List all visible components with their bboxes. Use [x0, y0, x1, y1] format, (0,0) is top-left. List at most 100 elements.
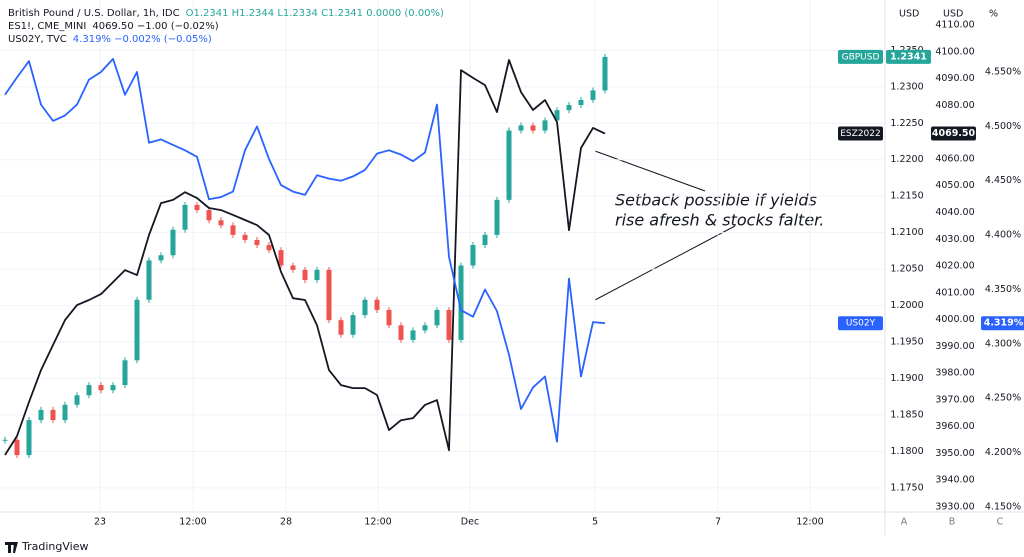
candle-body	[74, 395, 80, 405]
y-tick-label: 4.500%	[985, 121, 1021, 132]
candle-body	[158, 255, 164, 261]
candle-body	[446, 309, 452, 340]
candle-body	[314, 269, 320, 281]
annotation: Setback possible if yields	[615, 191, 817, 210]
watermark: TradingView	[21, 540, 88, 553]
y-tick-label: 3970.00	[935, 394, 974, 405]
candle-body	[2, 439, 8, 441]
candle-body	[338, 320, 344, 335]
y-tick-label: 4.200%	[985, 447, 1021, 458]
candle-body	[110, 385, 116, 391]
candle-body	[170, 229, 176, 256]
y-tick-label: 1.1800	[890, 446, 923, 457]
y-tick-label: 3940.00	[935, 475, 974, 486]
axis-button: C	[997, 517, 1004, 528]
axis-button: B	[949, 517, 956, 528]
axis-unit: USD	[943, 9, 963, 20]
y-tick-label: 4090.00	[935, 73, 974, 84]
legend-name: US02Y, TVC	[8, 34, 67, 45]
candle-body	[590, 90, 596, 100]
y-tick-label: 4.450%	[985, 175, 1021, 186]
candle-body	[290, 265, 296, 270]
logo	[5, 542, 18, 553]
y-tick-label: 1.1900	[890, 373, 923, 384]
y-tick-label: 4000.00	[935, 314, 974, 325]
legend-entry: US02Y, TVC 4.319% −0.002% (−0.05%)	[8, 34, 212, 45]
x-tick-label: 12:00	[179, 517, 206, 528]
price-badge	[886, 49, 931, 64]
y-tick-label: 3980.00	[935, 368, 974, 379]
candle-body	[98, 385, 104, 391]
candle-body	[518, 125, 524, 131]
y-tick-label: 1.2150	[890, 191, 923, 202]
price-badge	[931, 126, 976, 141]
candle-body	[26, 420, 32, 456]
legend-entry: ES1!, CME_MINI 4069.50 −1.00 (−0.02%)	[8, 21, 219, 32]
axis-unit: %	[989, 9, 998, 20]
candle-body	[122, 360, 128, 386]
x-tick-label: 12:00	[796, 517, 823, 528]
axis-unit: USD	[899, 9, 919, 20]
candle-body	[434, 309, 440, 326]
price-badge-label: 4069.50	[932, 128, 976, 139]
y-tick-label: 4040.00	[935, 207, 974, 218]
legend-name: British Pound / U.S. Dollar, 1h, IDC	[8, 8, 180, 19]
legend-quote: 4.319% −0.002% (−0.05%)	[73, 34, 212, 45]
candle-body	[326, 269, 332, 321]
candle-body	[278, 250, 284, 266]
candle-body	[218, 220, 224, 226]
candle-body	[386, 309, 392, 326]
x-tick-label: Dec	[461, 517, 479, 528]
data-layer	[2, 53, 608, 459]
candle-body	[206, 210, 212, 221]
candle-body	[182, 204, 188, 230]
candle-body	[470, 245, 476, 266]
candle-body	[254, 239, 260, 246]
candle-body	[134, 299, 140, 361]
candle-body	[482, 234, 488, 246]
annotation-arrow	[594, 225, 736, 301]
candle-body	[302, 269, 308, 281]
name-badge	[838, 316, 883, 331]
x-tick-label: 7	[715, 517, 721, 528]
y-tick-label: 3950.00	[935, 448, 974, 459]
name-badge	[838, 49, 883, 64]
y-tick-label: 4.350%	[985, 284, 1021, 295]
y-tick-label: 4010.00	[935, 287, 974, 298]
candle-body	[266, 245, 272, 251]
candle-body	[62, 404, 68, 421]
annotation: rise afresh & stocks falter.	[615, 211, 824, 230]
x-tick-label: 28	[280, 517, 292, 528]
candle-body	[230, 225, 236, 235]
name-badge	[838, 126, 883, 141]
candle-body	[554, 110, 560, 121]
x-tick-label: 12:00	[364, 517, 391, 528]
y-tick-label: 1.2200	[890, 154, 923, 165]
price-badge-label: 1.2341	[890, 51, 927, 62]
y-tick-label: 4.150%	[985, 501, 1021, 512]
y-tick-label: 3930.00	[935, 501, 974, 512]
candle-body	[194, 204, 200, 211]
y-tick-label: 4.550%	[985, 66, 1021, 77]
y-tick-label: 3960.00	[935, 421, 974, 432]
name-badge-label: ESZ2022	[840, 129, 880, 139]
series-line	[4, 58, 606, 443]
candle-body	[458, 265, 464, 340]
price-badge-label: 4.319%	[984, 318, 1024, 329]
legend-quote: O1.2341 H1.2344 L1.2334 C1.2341 0.0000 (…	[186, 8, 444, 19]
y-tick-label: 1.1950	[890, 337, 923, 348]
candle-body	[38, 409, 44, 421]
candle-body	[422, 325, 428, 331]
candle-body	[398, 325, 404, 340]
y-tick-label: 4060.00	[935, 153, 974, 164]
y-tick-label: 4030.00	[935, 234, 974, 245]
series-line	[4, 59, 606, 456]
y-tick-label: 1.2050	[890, 264, 923, 275]
candle-body	[14, 439, 20, 456]
y-tick-label: 4020.00	[935, 261, 974, 272]
candle-body	[542, 120, 548, 131]
label-layer: British Pound / U.S. Dollar, 1h, IDC O1.2…	[8, 8, 1024, 331]
y-tick-label: 4080.00	[935, 100, 974, 111]
y-tick-label: 4100.00	[935, 46, 974, 57]
